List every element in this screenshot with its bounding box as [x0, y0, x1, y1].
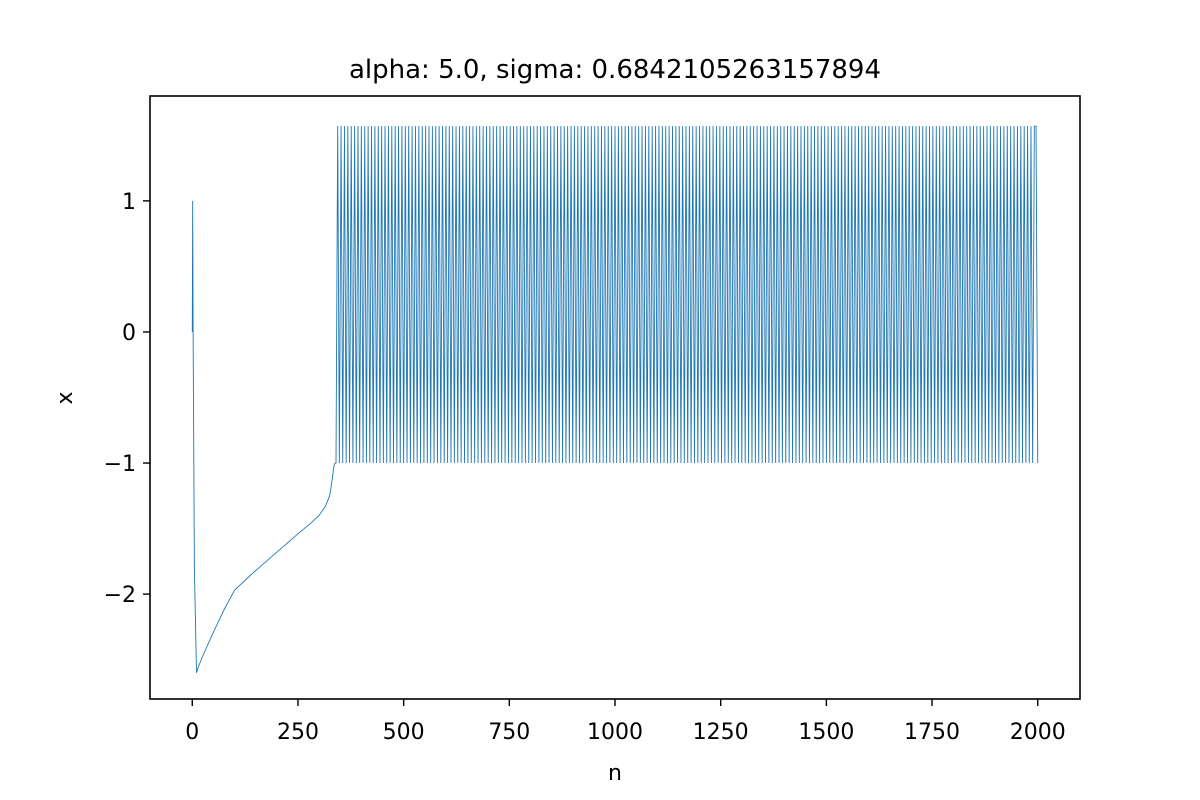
y-tick-label: 1	[122, 190, 136, 215]
x-tick-label: 750	[488, 720, 530, 745]
x-tick-label: 250	[277, 720, 319, 745]
x-axis-label: n	[608, 761, 622, 786]
y-tick-label: −1	[104, 452, 136, 477]
x-tick-label: 0	[185, 720, 199, 745]
chart-title: alpha: 5.0, sigma: 0.6842105263157894	[349, 55, 881, 85]
y-axis-label: x	[53, 391, 78, 404]
x-tick-label: 500	[383, 720, 425, 745]
x-tick-label: 1250	[693, 720, 749, 745]
x-tick-label: 1500	[798, 720, 854, 745]
x-tick-label: 2000	[1010, 720, 1066, 745]
y-tick-label: −2	[104, 583, 136, 608]
x-tick-label: 1000	[587, 720, 643, 745]
x-tick-label: 1750	[904, 720, 960, 745]
y-tick-label: 0	[122, 321, 136, 346]
